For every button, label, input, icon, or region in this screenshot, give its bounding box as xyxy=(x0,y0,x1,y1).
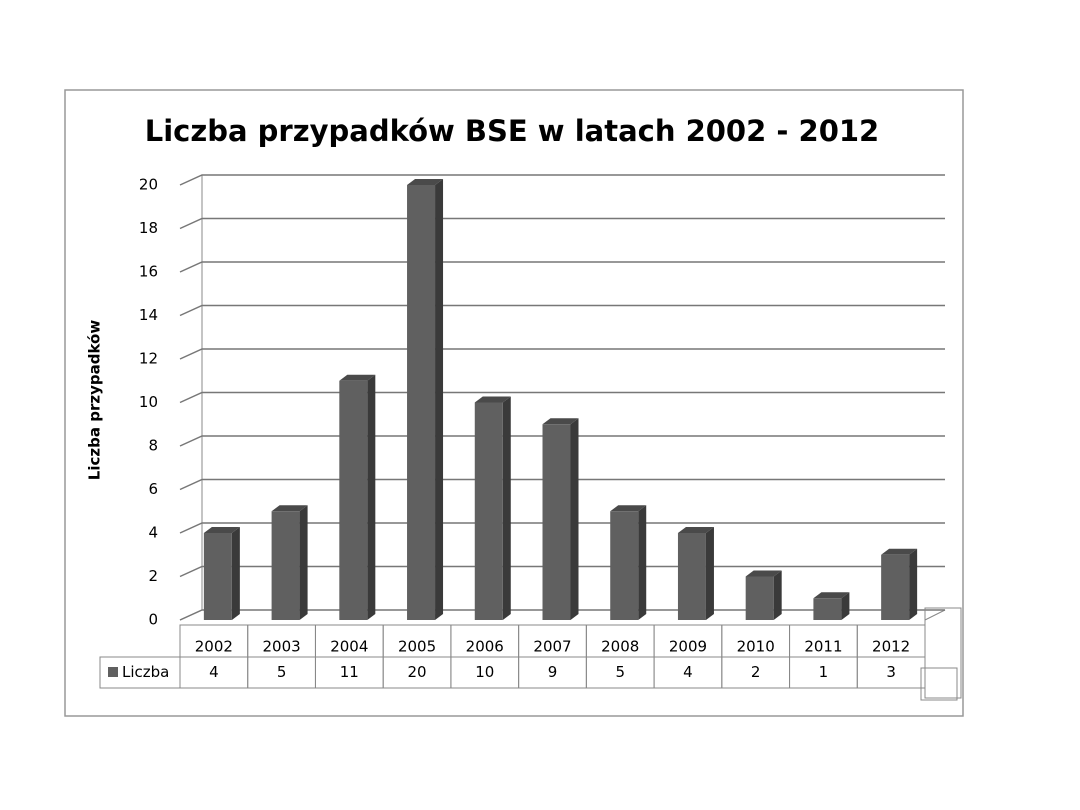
bar-top xyxy=(881,548,918,555)
bar-side xyxy=(367,374,376,620)
x-tick-label: 2009 xyxy=(669,638,707,656)
bar-side xyxy=(502,396,511,620)
legend-label: Liczba xyxy=(122,663,169,681)
y-tick-label: 0 xyxy=(148,611,158,629)
y-tick-label: 20 xyxy=(139,176,158,194)
grid-line xyxy=(179,435,945,447)
bar-side xyxy=(909,548,918,620)
x-tick-label: 2012 xyxy=(872,638,910,656)
grid-line xyxy=(179,217,945,230)
table-value: 1 xyxy=(819,663,829,681)
grid-line xyxy=(179,174,945,186)
table-value: 4 xyxy=(209,663,219,681)
grid-line xyxy=(179,478,945,491)
bar-side xyxy=(299,505,308,620)
bar-side xyxy=(435,179,444,620)
bar-side xyxy=(638,505,647,620)
table-value: 2 xyxy=(751,663,761,681)
bar-side xyxy=(705,527,714,620)
bar-top xyxy=(745,570,782,577)
bar-top xyxy=(677,527,714,533)
y-tick-label: 2 xyxy=(148,567,158,585)
bar xyxy=(677,533,706,620)
x-tick-label: 2002 xyxy=(195,638,233,656)
y-axis-label: Liczba przypadków xyxy=(86,320,104,481)
table-value: 5 xyxy=(615,663,625,681)
bar-top xyxy=(339,374,376,381)
bar-top xyxy=(610,505,647,512)
y-tick-label: 18 xyxy=(139,219,158,237)
bar xyxy=(813,598,842,620)
grid-line xyxy=(179,348,945,360)
y-tick-label: 8 xyxy=(148,437,158,455)
bar xyxy=(271,511,300,620)
x-tick-label: 2010 xyxy=(737,638,775,656)
chart-frame xyxy=(64,89,964,717)
grid-line xyxy=(179,391,945,404)
y-tick-label: 14 xyxy=(139,306,158,324)
y-tick-label: 6 xyxy=(148,480,158,498)
x-tick-label: 2006 xyxy=(466,638,504,656)
bar xyxy=(203,533,232,620)
bar xyxy=(881,554,910,620)
corner-box xyxy=(924,607,962,699)
y-tick-label: 10 xyxy=(139,393,158,411)
table-value: 5 xyxy=(277,663,287,681)
bar-top xyxy=(271,505,308,512)
bar-top xyxy=(474,396,511,403)
legend-swatch xyxy=(108,667,118,677)
x-tick-label: 2008 xyxy=(601,638,639,656)
bar-top xyxy=(813,592,850,599)
table-value: 3 xyxy=(886,663,896,681)
bar xyxy=(339,380,368,620)
table-value: 11 xyxy=(340,663,359,681)
bar xyxy=(745,576,774,620)
bar-top xyxy=(542,418,579,425)
bar-side xyxy=(841,592,850,620)
grid-line xyxy=(179,261,945,273)
bar-top xyxy=(203,527,240,533)
bar-side xyxy=(231,527,240,620)
bar xyxy=(610,511,639,620)
bar-side xyxy=(773,570,782,620)
x-tick-label: 2011 xyxy=(804,638,842,656)
x-tick-label: 2005 xyxy=(398,638,436,656)
x-tick-label: 2003 xyxy=(262,638,300,656)
bar-top xyxy=(407,179,444,185)
grid-line xyxy=(179,304,945,317)
table-value: 20 xyxy=(407,663,426,681)
bar xyxy=(542,424,571,620)
y-tick-label: 4 xyxy=(148,524,158,542)
bar-side xyxy=(570,418,579,620)
y-tick-label: 16 xyxy=(139,263,158,281)
table-value: 9 xyxy=(548,663,558,681)
grid-line xyxy=(179,522,945,534)
table-value: 10 xyxy=(475,663,494,681)
chart-title: Liczba przypadków BSE w latach 2002 - 20… xyxy=(145,114,879,148)
y-tick-label: 12 xyxy=(139,350,158,368)
x-tick-label: 2007 xyxy=(533,638,571,656)
corner-box-inner xyxy=(920,667,958,701)
bar xyxy=(474,402,503,620)
table-value: 4 xyxy=(683,663,693,681)
bar xyxy=(407,185,436,620)
x-tick-label: 2004 xyxy=(330,638,368,656)
